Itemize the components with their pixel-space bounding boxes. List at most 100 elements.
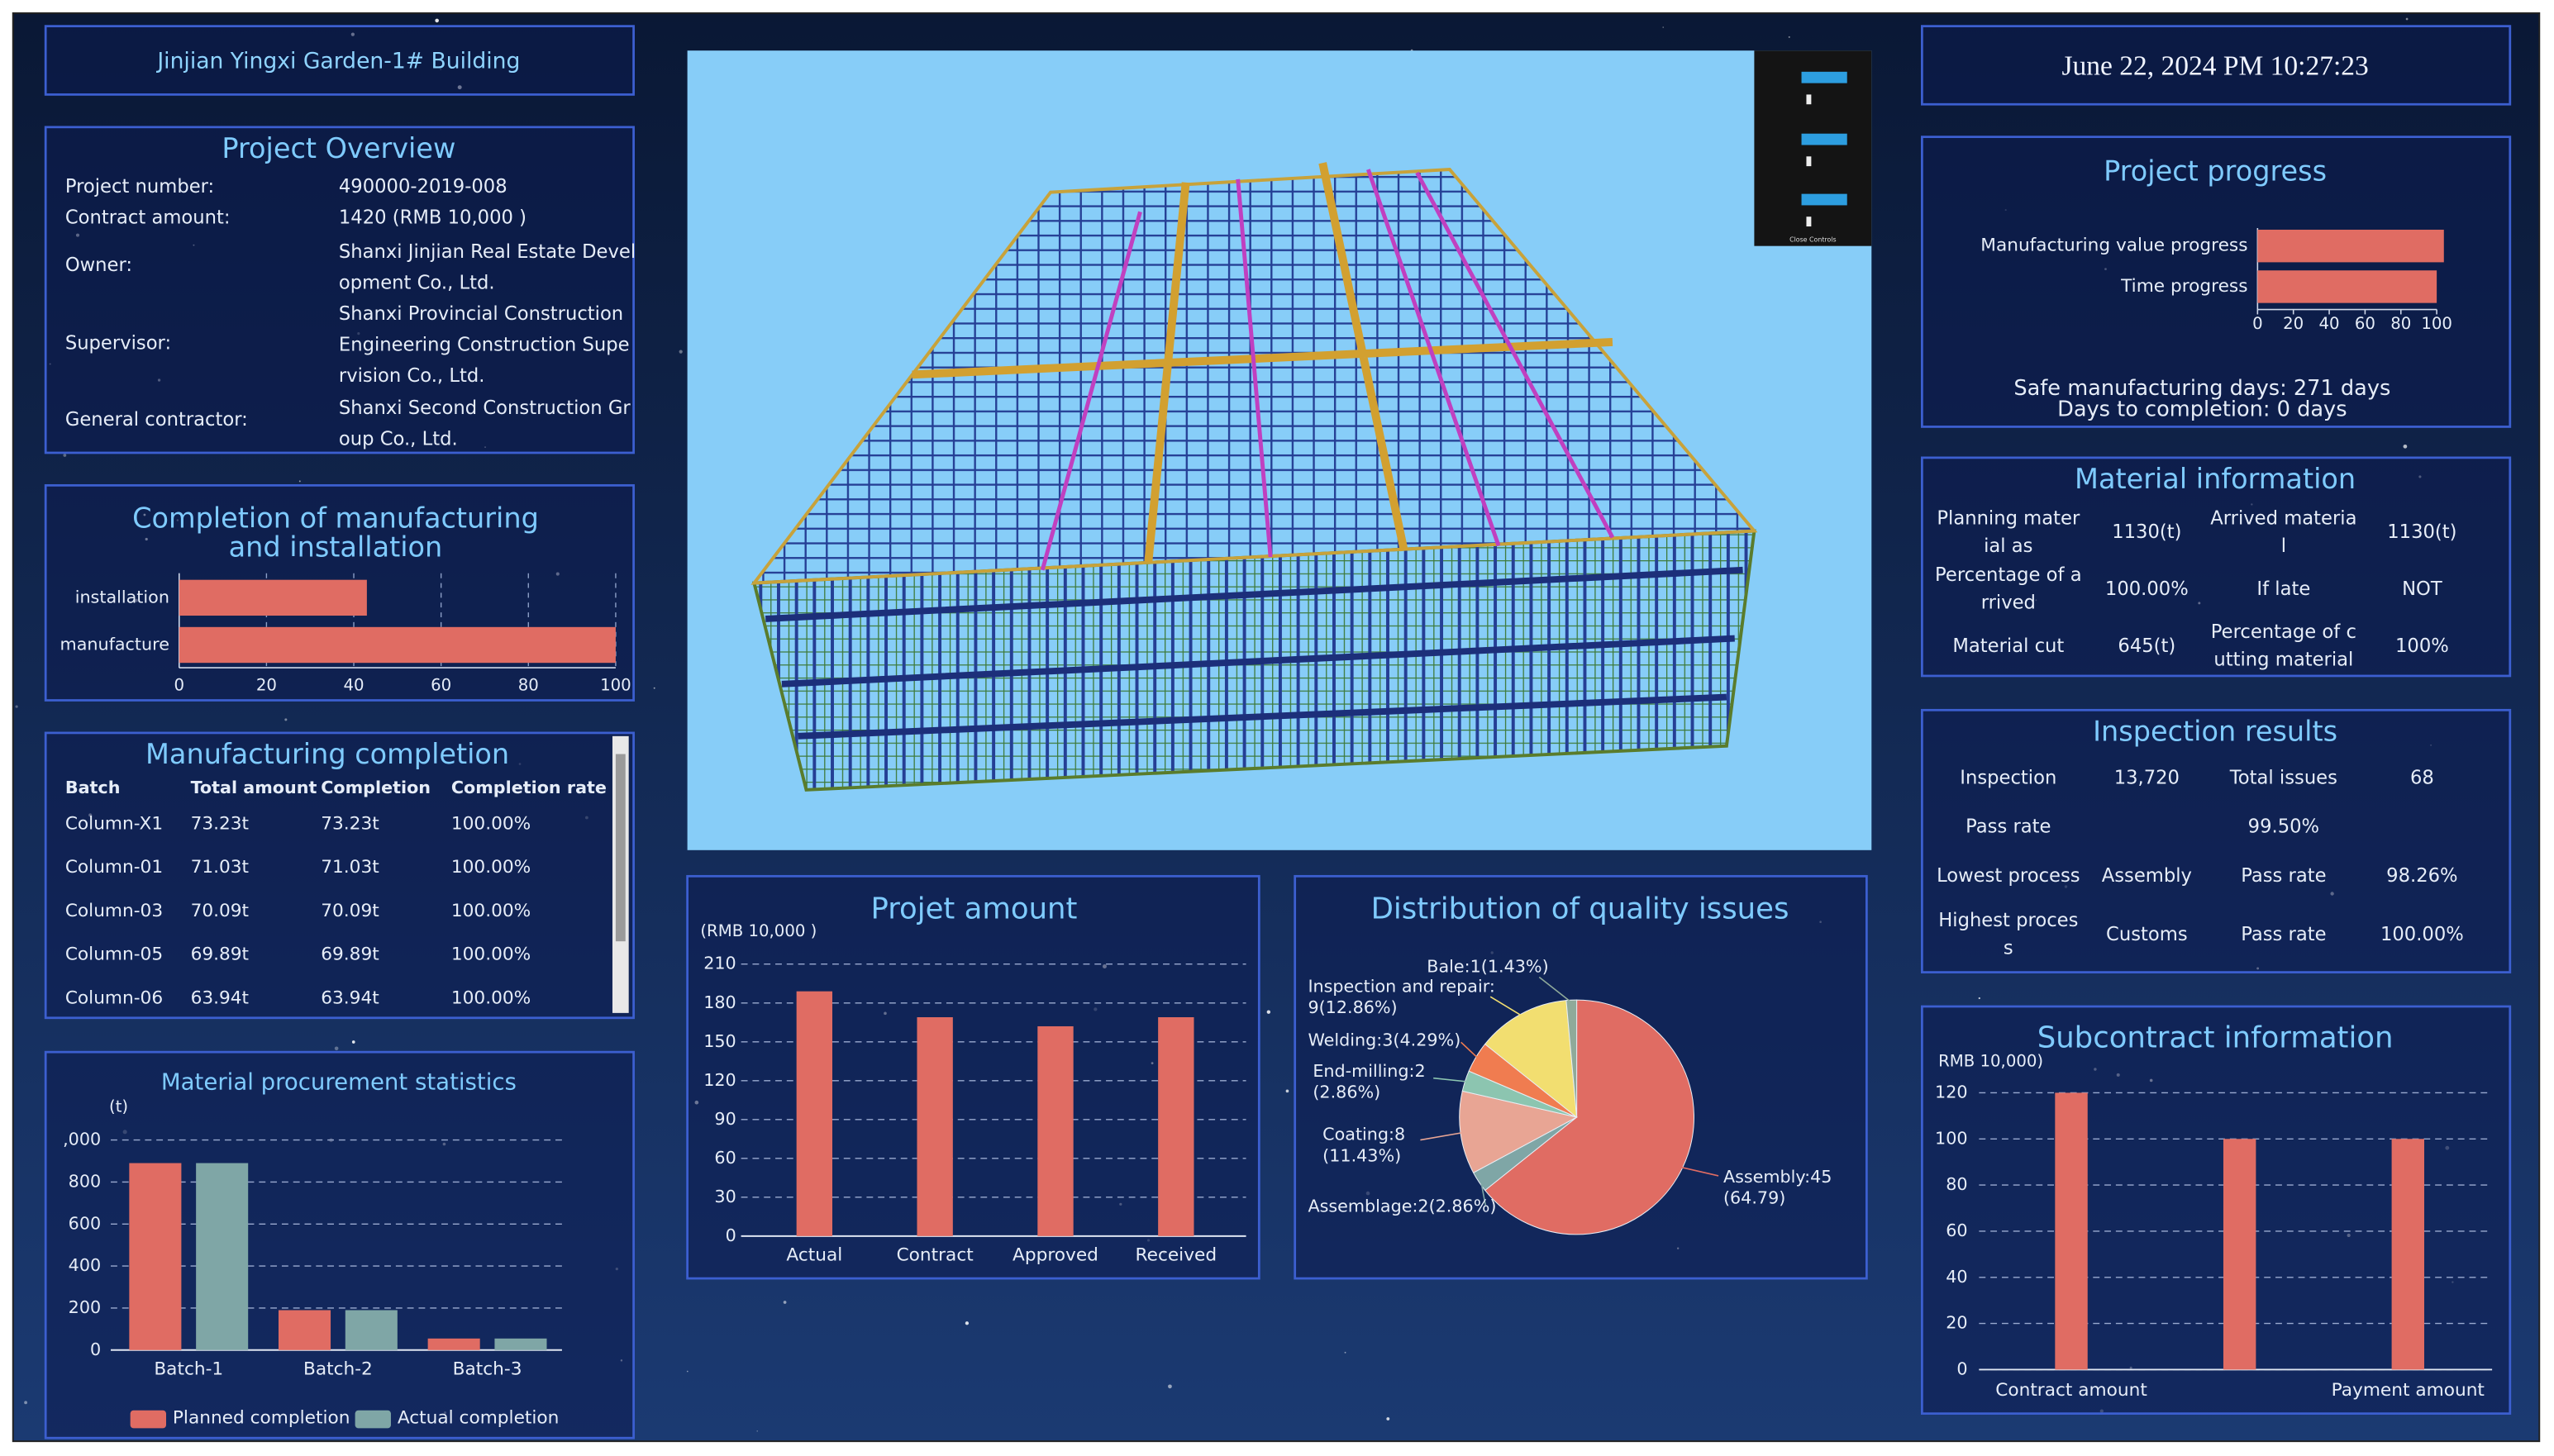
table-cell: l bbox=[2281, 535, 2286, 557]
pie-slice bbox=[1565, 999, 1578, 1118]
leader-line bbox=[1538, 976, 1572, 1003]
x-tick-label: 40 bbox=[2319, 314, 2340, 333]
data-label: Assemblage:2(2.86%) bbox=[1308, 1196, 1496, 1216]
panel bbox=[44, 731, 635, 1020]
building-name: Jinjian Yingxi Garden-1# Building bbox=[155, 48, 520, 74]
x-tick-label: 80 bbox=[2390, 314, 2411, 333]
bar bbox=[345, 1310, 398, 1350]
panel-title: Material information bbox=[2075, 463, 2356, 495]
legend-label: Planned completion bbox=[173, 1408, 350, 1429]
chart-title: Project progress bbox=[2104, 155, 2327, 188]
x-tick-label: 100 bbox=[600, 675, 631, 694]
bar bbox=[427, 1338, 480, 1350]
table-cell: 68 bbox=[2410, 768, 2434, 789]
table-cell: Arrived materia bbox=[2210, 507, 2356, 529]
model-view: Close Controls bbox=[687, 50, 1872, 850]
legend-swatch bbox=[130, 1410, 167, 1429]
star bbox=[653, 687, 655, 689]
star bbox=[435, 18, 439, 23]
model-purlin bbox=[1040, 169, 1615, 571]
star bbox=[2405, 17, 2409, 21]
annotation: Safe manufacturing days: 271 days bbox=[2013, 376, 2390, 401]
star bbox=[686, 1370, 689, 1373]
bar bbox=[179, 626, 616, 664]
panel-title: Inspection results bbox=[2093, 715, 2337, 747]
category-label: installation bbox=[75, 587, 169, 607]
field-value: 490000-2019-008 bbox=[339, 176, 507, 197]
table-cell: Customs bbox=[2106, 924, 2188, 945]
bar bbox=[2223, 1139, 2256, 1370]
table-header: Completion bbox=[321, 778, 431, 797]
model-ridge bbox=[912, 162, 1613, 563]
table-cell: 71.03t bbox=[321, 857, 379, 878]
star bbox=[1168, 1384, 1172, 1389]
bar bbox=[796, 991, 833, 1236]
x-tick-label: Actual bbox=[786, 1244, 842, 1265]
table-cell: Column-06 bbox=[65, 988, 163, 1009]
leader-line bbox=[1433, 1077, 1468, 1082]
data-label: Inspection and repair: bbox=[1308, 976, 1494, 996]
table-cell: 99.50% bbox=[2248, 816, 2319, 838]
chart-title: Completion of manufacturing bbox=[132, 502, 539, 534]
x-tick-label: Batch-1 bbox=[154, 1358, 223, 1379]
y-tick-label: 600 bbox=[69, 1213, 102, 1233]
x-tick-label: 40 bbox=[343, 675, 364, 694]
panel bbox=[1921, 456, 2512, 678]
bar bbox=[196, 1163, 249, 1350]
table-cell: Lowest process bbox=[1937, 865, 2080, 887]
panel-title: Manufacturing completion bbox=[145, 738, 509, 770]
data-label: Bale:1(1.43%) bbox=[1427, 957, 1548, 977]
x-tick-label: 60 bbox=[431, 675, 451, 694]
chart-title: Material procurement statistics bbox=[161, 1068, 517, 1096]
field-label: Project number: bbox=[65, 176, 214, 197]
scroll-thumb[interactable] bbox=[615, 754, 626, 942]
table-cell: If late bbox=[2256, 578, 2310, 600]
chart-title: Projet amount bbox=[870, 892, 1077, 926]
star bbox=[2403, 444, 2408, 449]
table-cell: 63.94t bbox=[191, 988, 250, 1009]
field-value: oup Co., Ltd. bbox=[339, 429, 458, 450]
panel-title: Project Overview bbox=[222, 132, 455, 164]
table-cell: Inspection bbox=[1960, 768, 2056, 789]
model-beam bbox=[765, 566, 1743, 740]
table-cell: 100.00% bbox=[451, 988, 531, 1009]
star bbox=[24, 1401, 27, 1405]
y-axis-label: (t) bbox=[109, 1097, 128, 1116]
table-cell: rrived bbox=[1981, 592, 2036, 614]
panels bbox=[44, 25, 2512, 1439]
leader-line bbox=[1420, 1131, 1463, 1141]
bar bbox=[2055, 1092, 2088, 1370]
y-tick-label: 0 bbox=[726, 1225, 736, 1245]
table-header: Total amount bbox=[191, 778, 317, 797]
table-cell: 70.09t bbox=[191, 901, 250, 921]
data-label: End-milling:2 bbox=[1313, 1061, 1425, 1081]
table-cell: 100.00% bbox=[2105, 578, 2189, 600]
bar bbox=[179, 579, 367, 616]
table-cell: 70.09t bbox=[321, 901, 379, 921]
x-tick-label: Payment amount bbox=[2332, 1380, 2485, 1401]
table-header: Completion rate bbox=[451, 778, 607, 797]
table-cell: 100.00% bbox=[2380, 924, 2464, 945]
table-header: Batch bbox=[65, 778, 121, 797]
category-label: Time progress bbox=[2120, 276, 2247, 297]
field-value: Shanxi Second Construction Gr bbox=[339, 397, 631, 419]
bar bbox=[1037, 1025, 1074, 1236]
chart-title: Subcontract information bbox=[2037, 1021, 2394, 1054]
field-value: Shanxi Jinjian Real Estate Devel bbox=[339, 241, 636, 263]
star bbox=[334, 1046, 339, 1051]
bar bbox=[2391, 1139, 2425, 1370]
data-label: (64.79) bbox=[1723, 1188, 1785, 1208]
y-tick-label: 200 bbox=[69, 1297, 102, 1317]
table-cell: Total issues bbox=[2229, 768, 2337, 789]
controls-label[interactable]: Close Controls bbox=[1789, 236, 1837, 243]
table-cell: Column-01 bbox=[65, 857, 163, 878]
table-cell: Column-X1 bbox=[65, 813, 163, 834]
table-cell: Column-03 bbox=[65, 901, 163, 921]
star bbox=[298, 480, 301, 483]
table-cell: Pass rate bbox=[2241, 865, 2326, 887]
legend-label: Actual completion bbox=[398, 1408, 560, 1429]
x-tick-label: 60 bbox=[2355, 314, 2375, 333]
table-cell: 1130(t) bbox=[2387, 521, 2456, 543]
y-tick-label: 150 bbox=[703, 1031, 736, 1051]
table-cell: 100.00% bbox=[451, 813, 531, 834]
